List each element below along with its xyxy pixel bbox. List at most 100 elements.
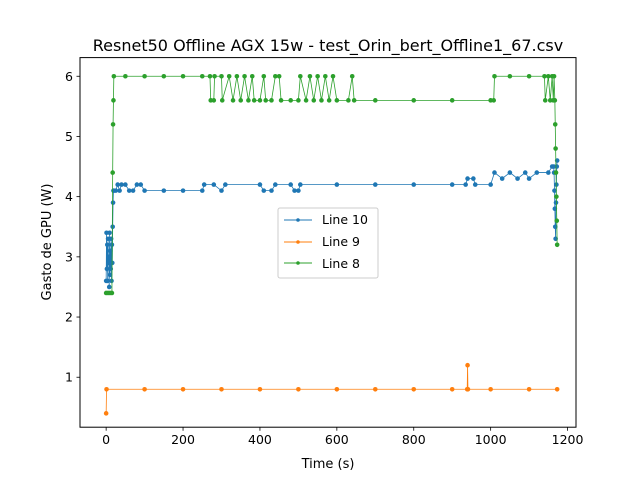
series-line-8-point — [542, 98, 548, 103]
series-line-8-point — [199, 73, 205, 79]
series-line-8-point — [276, 73, 282, 79]
series-line-8-point — [219, 73, 224, 79]
series-line-10-point — [108, 248, 113, 254]
series-line-10-point — [449, 182, 455, 187]
series-line-10-point — [108, 236, 114, 242]
series-line-8-point — [491, 98, 497, 103]
series-line-8-point — [242, 73, 247, 79]
series-line-10-point — [161, 188, 167, 193]
series-line-9 — [103, 362, 560, 416]
series-line-8-point — [492, 73, 497, 79]
series-line-9-point — [465, 386, 471, 392]
series-line-9-point — [219, 386, 224, 392]
series-line-10-point — [126, 188, 132, 193]
series-line-10-point — [138, 182, 144, 187]
series-line-8-point — [319, 98, 324, 103]
series-line-10-point — [526, 176, 532, 181]
legend-line-9-marker — [296, 240, 300, 244]
series-line-8-point — [315, 73, 320, 79]
series-line-8-point — [411, 98, 417, 103]
series-line-8-point — [212, 73, 217, 79]
series-line-8-point — [326, 98, 332, 103]
series-line-10-point — [115, 182, 120, 187]
series-line-10-point — [211, 182, 217, 187]
series-line-8-point — [251, 98, 257, 103]
series-line-10-point — [471, 176, 476, 181]
series-line-8-point — [161, 73, 167, 79]
series-line-8-point — [323, 73, 328, 79]
series-line-8-point — [263, 98, 269, 103]
series-line-8-point — [552, 98, 558, 103]
series-line-9-point — [554, 386, 560, 392]
series-line-8-point — [123, 73, 128, 79]
series-line-8-point — [551, 73, 557, 79]
x-axis: 0 200 400 600 800 1000 1200 — [102, 427, 583, 447]
series-line-10-point — [110, 200, 116, 205]
x-tick-label: 1000 — [475, 432, 507, 447]
legend-item-line-10: Line 10 — [284, 212, 368, 227]
series-line-8-point — [311, 98, 317, 103]
series-line-10-point — [298, 182, 303, 187]
series-line-9-point — [180, 386, 186, 392]
legend-line-10-marker — [296, 218, 300, 222]
series-line-8-point — [211, 98, 217, 103]
series-line-8-point — [554, 194, 559, 199]
series-line-9-point — [334, 386, 340, 392]
series-line-10-point — [492, 170, 497, 175]
legend-item-line-9: Line 9 — [284, 234, 360, 249]
series-line-10-point — [130, 188, 136, 193]
series-line-10-point — [142, 188, 147, 193]
series-line-10-point — [199, 188, 205, 193]
series-line-10-point — [411, 182, 417, 187]
series-line-10-point — [292, 188, 297, 193]
series-line-10-point — [113, 188, 119, 193]
series-line-10-point — [107, 272, 113, 278]
series-line-8-point — [257, 98, 263, 103]
series-line-8-point — [553, 146, 558, 151]
series-line-8-point — [552, 122, 558, 127]
x-tick-label: 800 — [402, 432, 426, 447]
series-line-8-point — [111, 98, 116, 103]
series-line-8-point — [142, 73, 147, 79]
series-line-8-point — [307, 73, 313, 79]
series-line-8-point — [288, 98, 294, 103]
y-tick-label: 3 — [65, 249, 73, 264]
series-line-8-point — [334, 98, 340, 103]
series-line-9-point — [526, 386, 532, 392]
series-line-8-point — [349, 73, 355, 79]
series-line-9-point — [372, 386, 378, 392]
series-line-10-point — [219, 188, 224, 193]
series-line-9-point — [257, 386, 263, 392]
series-line-10-point — [180, 188, 186, 193]
series-line-9-point — [296, 386, 301, 392]
legend-item-line-8: Line 8 — [284, 256, 360, 271]
y-tick-label: 4 — [65, 189, 73, 204]
series-line-9-point — [488, 386, 493, 392]
series-line-9-point — [104, 386, 109, 392]
series-line-10-point — [106, 254, 112, 260]
series-line-8-point — [449, 98, 455, 103]
chart-title: Resnet50 Offline AGX 15w - test_Orin_ber… — [93, 36, 563, 56]
series-line-10-point — [515, 176, 520, 181]
series-line-10-point — [106, 260, 111, 266]
series-line-10-point — [201, 182, 207, 187]
series-line-8-point — [249, 73, 255, 79]
series-line-8-point — [234, 73, 240, 79]
series-line-8-point — [330, 73, 336, 79]
series-line-10-point — [465, 176, 470, 181]
series-line-8-point — [553, 170, 559, 175]
x-tick-label: 0 — [102, 432, 110, 447]
x-tick-label: 600 — [325, 432, 349, 447]
series-line-8-point — [303, 98, 309, 103]
series-line-8-point — [111, 73, 117, 79]
y-tick-label: 5 — [65, 129, 73, 144]
x-tick-label: 1200 — [552, 432, 584, 447]
series-line-10-point — [106, 284, 112, 290]
series-line-8-point — [219, 98, 225, 103]
series-line-8-point — [273, 73, 278, 79]
series-line-9-point — [103, 411, 109, 416]
series-line-10-point — [553, 200, 559, 205]
series-line-10-point — [105, 278, 110, 284]
series-line-10-point — [507, 170, 513, 175]
